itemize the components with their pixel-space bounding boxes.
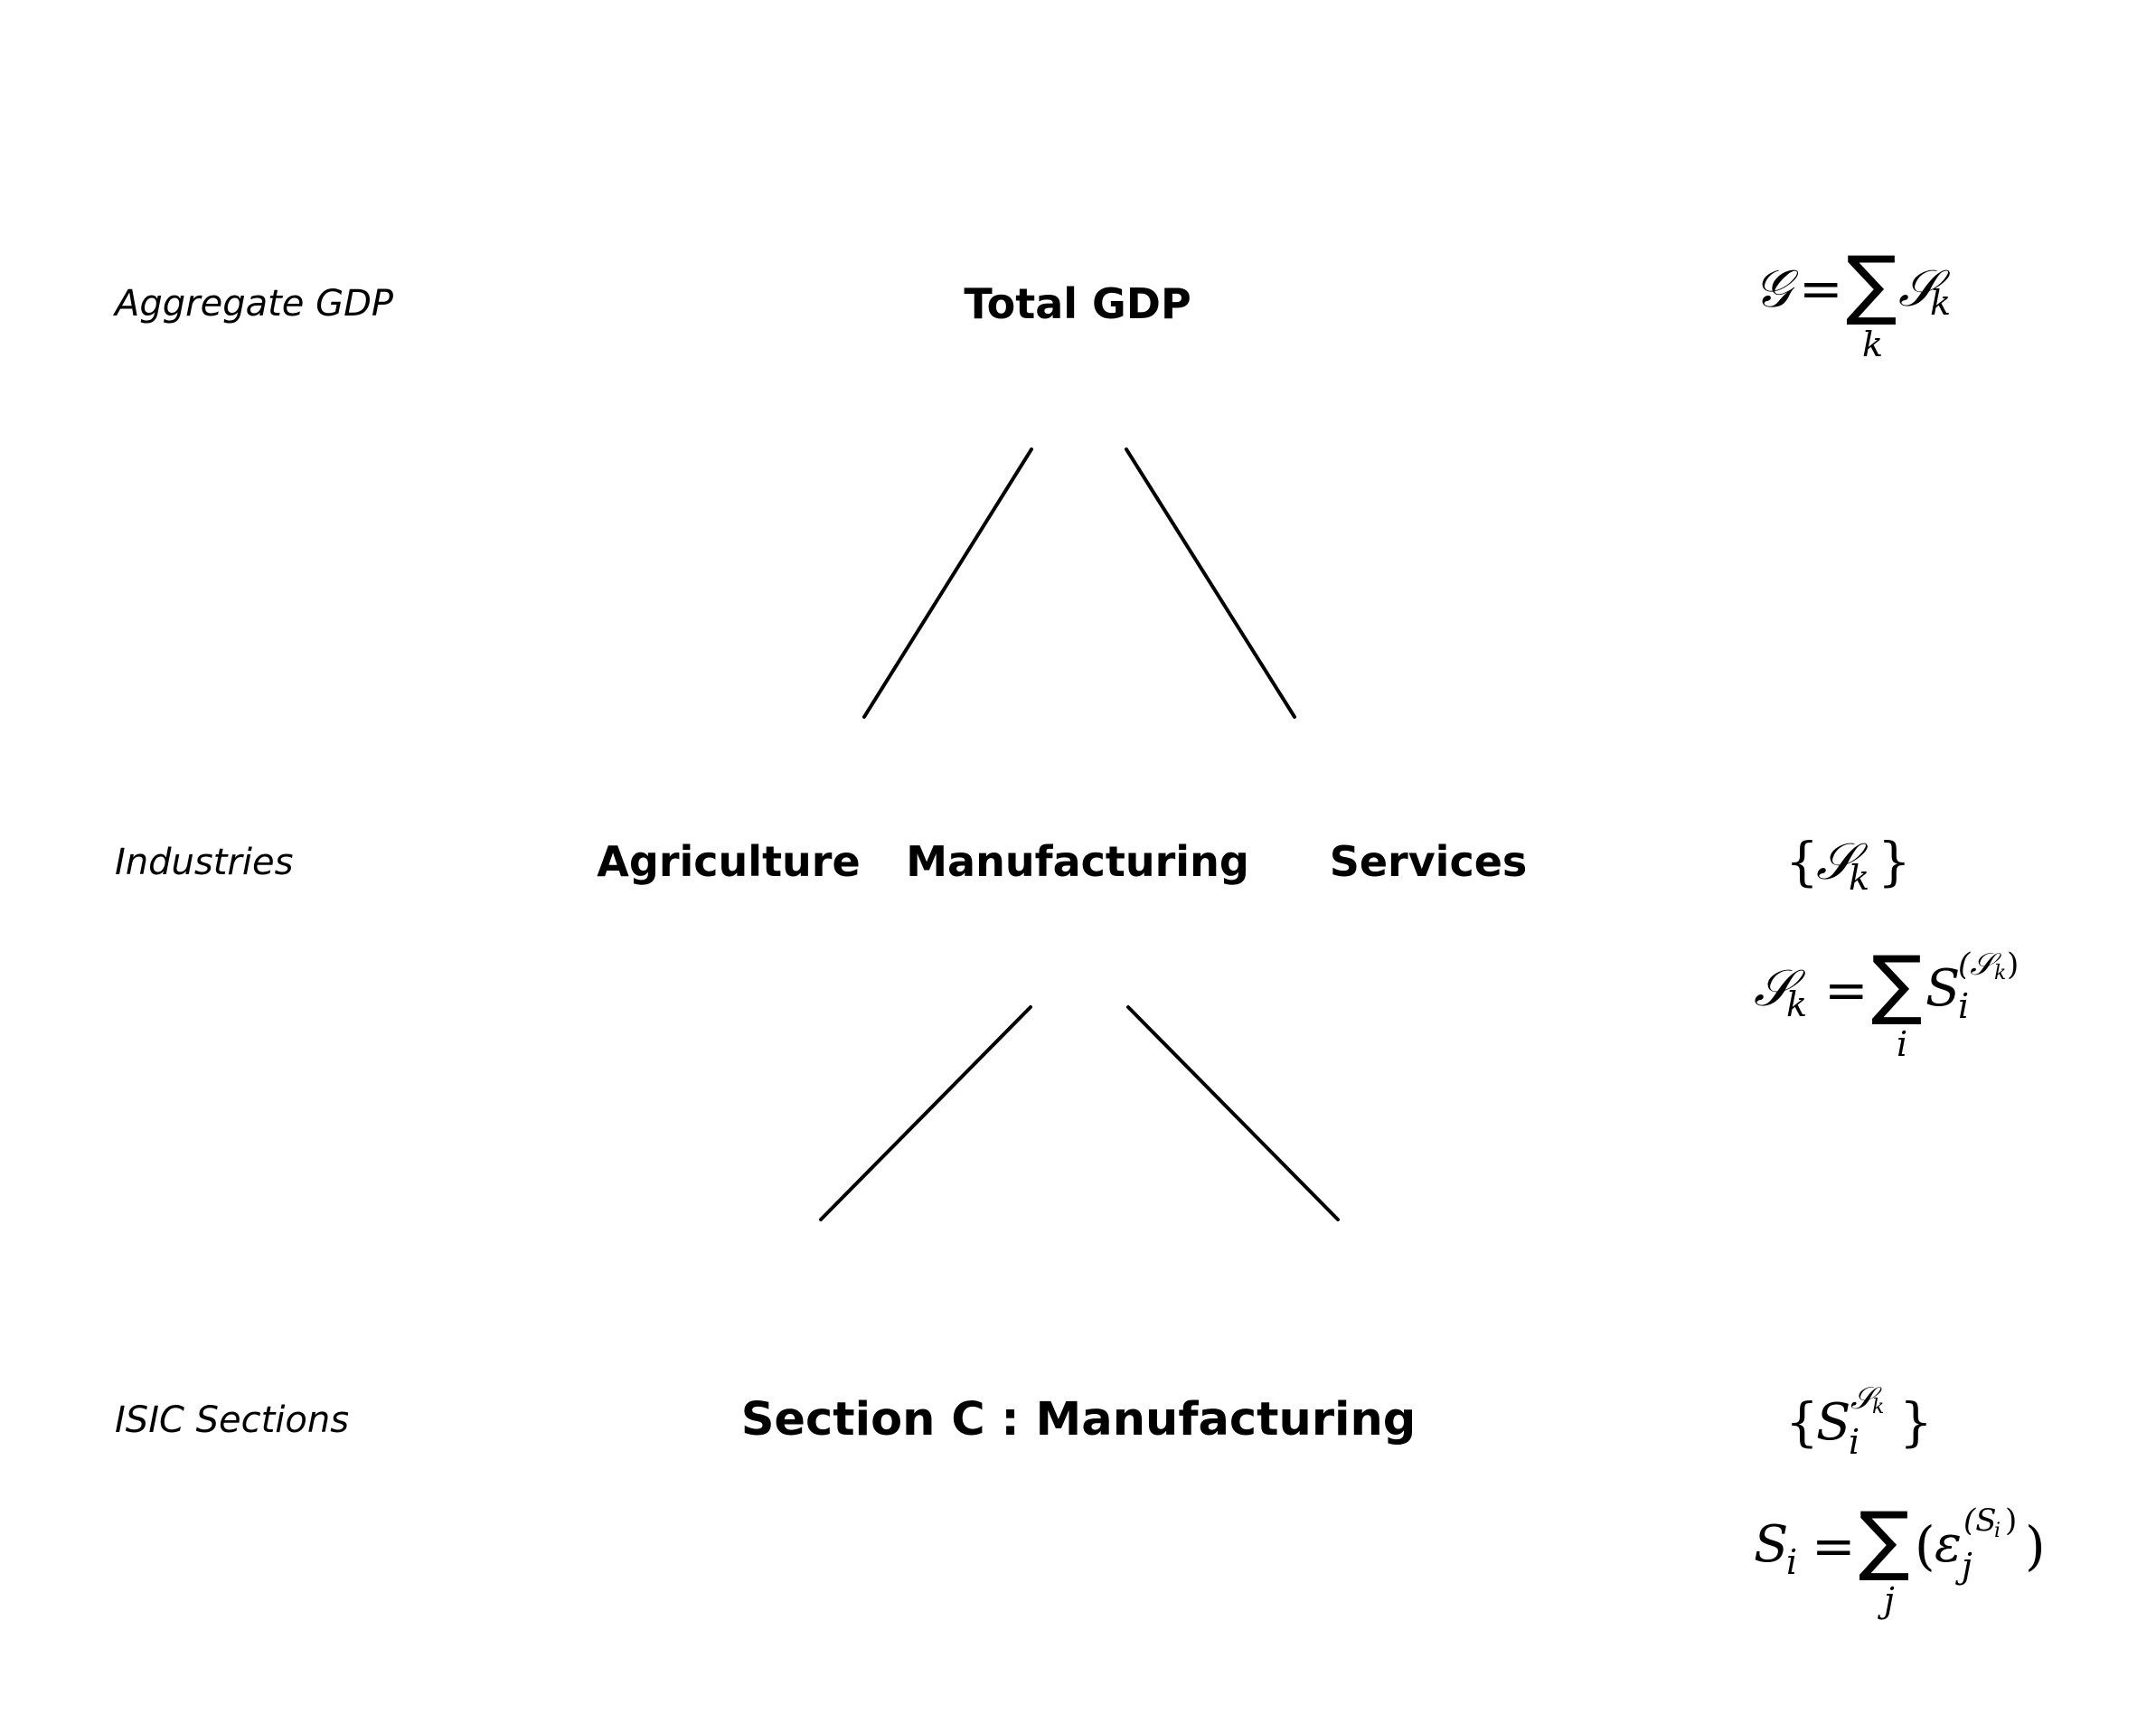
connector-manufacturing-to-left bbox=[819, 1005, 1032, 1221]
formula-term-subscript: i bbox=[1849, 1422, 1860, 1462]
formula-sum-index: j bbox=[1884, 1580, 1895, 1620]
node-agriculture: Agriculture bbox=[597, 837, 861, 886]
formula-term-superscript-subscript: i bbox=[1994, 1520, 2001, 1542]
formula-term-superscript-close: ) bbox=[2007, 947, 2019, 983]
node-total-gdp: Total GDP bbox=[964, 279, 1191, 328]
formula-sections-sum: S i = ∑ j ( ε j (S i ) ) bbox=[1754, 1496, 2061, 1623]
formula-term-s: 𝒮 bbox=[1816, 833, 1856, 891]
formula-term-s: 𝒮 bbox=[1898, 259, 1938, 318]
node-manufacturing: Manufacturing bbox=[906, 837, 1249, 886]
summation-icon: ∑ bbox=[1846, 240, 1897, 328]
summation-icon: ∑ bbox=[1859, 1495, 1910, 1584]
node-services: Services bbox=[1329, 837, 1528, 886]
connector-total-to-right bbox=[1125, 447, 1296, 719]
formula-term-s: S bbox=[1816, 1393, 1851, 1452]
level-label-industries: Industries bbox=[115, 842, 294, 883]
formula-term-subscript: k bbox=[1930, 283, 1952, 323]
formula-equals: = bbox=[1799, 258, 1843, 319]
formula-equals: = bbox=[1812, 1515, 1856, 1577]
formula-industries-set: { 𝒮 k } bbox=[1785, 832, 1921, 904]
formula-industries-sum: 𝒮 k = ∑ i S i (𝒮 k ) bbox=[1754, 940, 2052, 1067]
formula-term-superscript-subscript: k bbox=[1872, 1396, 1885, 1418]
formula-open-paren: ( bbox=[1915, 1515, 1935, 1577]
formula-lhs-subscript: i bbox=[1786, 1542, 1798, 1582]
formula-equals: = bbox=[1824, 959, 1869, 1021]
formula-aggregate-gdp: 𝒢 = ∑ k 𝒮 k bbox=[1754, 244, 1989, 371]
formula-sum-index: k bbox=[1862, 325, 1884, 364]
formula-term-superscript: (𝒮 bbox=[1958, 947, 1994, 983]
summation-icon: ∑ bbox=[1871, 939, 1923, 1028]
formula-open-brace: { bbox=[1785, 831, 1819, 892]
formula-term-superscript-close: ) bbox=[2005, 1503, 2018, 1539]
formula-lhs-s: S bbox=[1754, 1515, 1789, 1574]
formula-symbol-g: 𝒢 bbox=[1754, 258, 1792, 319]
formula-term-s: S bbox=[1925, 959, 1961, 1018]
connector-manufacturing-to-right bbox=[1126, 1005, 1340, 1221]
formula-term-subscript: i bbox=[1958, 986, 1970, 1026]
formula-sum-index: i bbox=[1897, 1024, 1908, 1064]
formula-open-brace: { bbox=[1785, 1391, 1819, 1453]
formula-lhs-subscript: k bbox=[1786, 984, 1808, 1024]
level-label-aggregate-gdp: Aggregate GDP bbox=[115, 283, 394, 325]
formula-sections-set: { S i 𝒮 k } bbox=[1785, 1383, 1939, 1465]
formula-term-superscript-subscript: k bbox=[1994, 962, 2007, 984]
formula-term-subscript: j bbox=[1962, 1546, 1972, 1586]
formula-close-brace: } bbox=[1878, 831, 1911, 892]
node-section-c-manufacturing: Section C : Manufacturing bbox=[740, 1393, 1417, 1446]
formula-close-paren: ) bbox=[2025, 1515, 2046, 1577]
formula-term-subscript: k bbox=[1849, 858, 1870, 898]
formula-close-brace: } bbox=[1899, 1391, 1933, 1453]
level-label-isic-sections: ISIC Sections bbox=[115, 1399, 350, 1441]
formula-term-epsilon: ε bbox=[1935, 1515, 1963, 1574]
formula-term-superscript: (S bbox=[1963, 1503, 1997, 1539]
formula-lhs-s: 𝒮 bbox=[1754, 959, 1794, 1018]
connector-total-to-left bbox=[862, 447, 1033, 719]
formula-term-superscript: 𝒮 bbox=[1850, 1380, 1875, 1417]
